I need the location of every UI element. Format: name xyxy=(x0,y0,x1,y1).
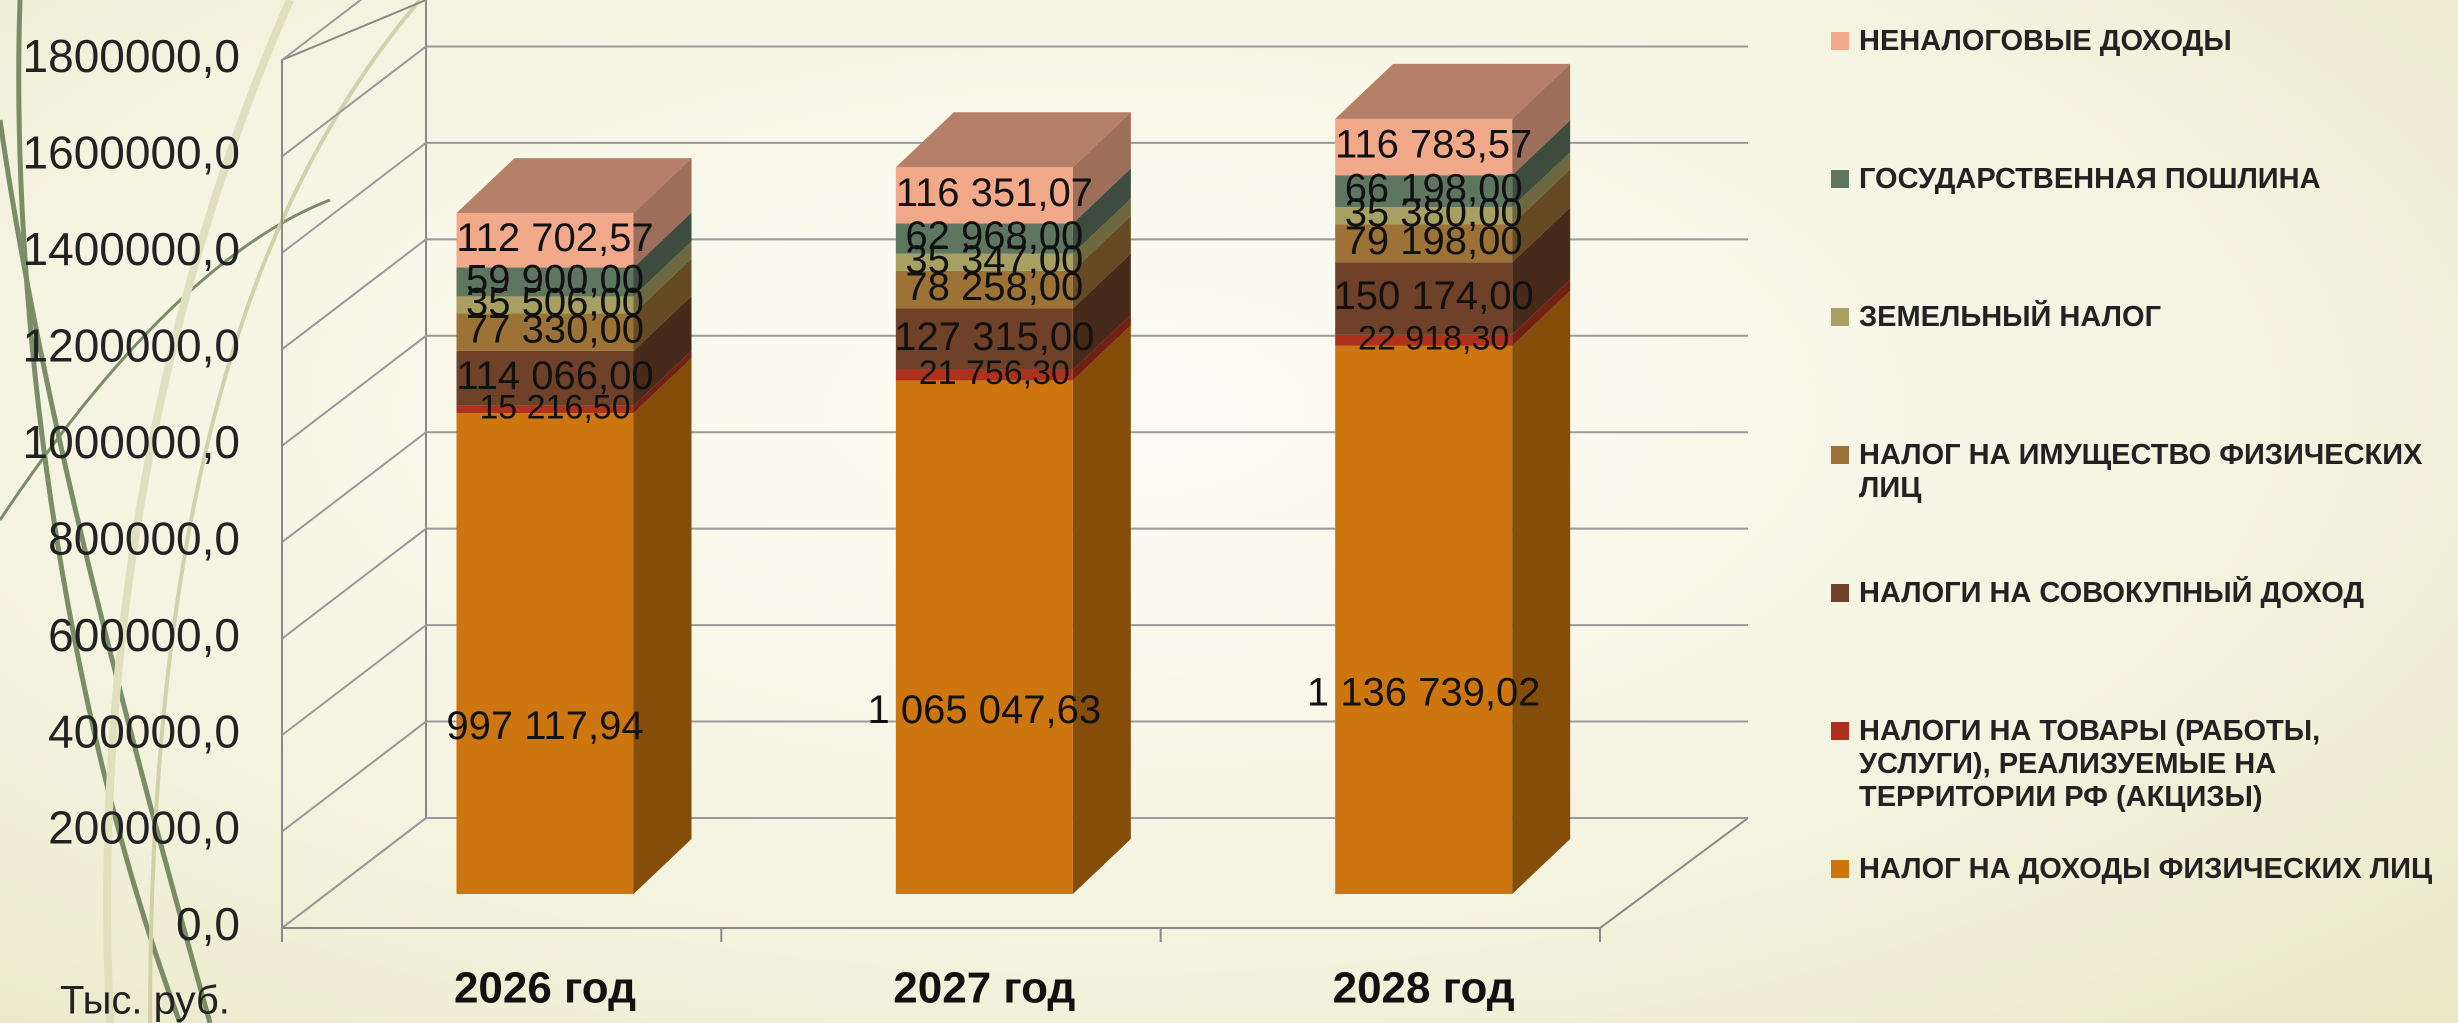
legend-item: ГОСУДАРСТВЕННАЯ ПОШЛИНА xyxy=(1831,163,2451,196)
y-tick-label: 0,0 xyxy=(176,898,240,950)
value-label: 1 136 739,02 xyxy=(1307,670,1541,714)
value-label: 22 918,30 xyxy=(1358,319,1509,357)
legend-item: НАЛОГ НА ДОХОДЫ ФИЗИЧЕСКИХ ЛИЦ xyxy=(1831,853,2451,886)
legend-swatch xyxy=(1831,446,1849,464)
legend-item: ЗЕМЕЛЬНЫЙ НАЛОГ xyxy=(1831,301,2451,334)
y-tick-label: 200000,0 xyxy=(48,802,240,854)
x-tick-label: 2026 год xyxy=(454,964,636,1013)
grid-line xyxy=(282,0,1748,60)
value-label: 114 066,00 xyxy=(456,354,653,398)
legend-item: НЕНАЛОГОВЫЕ ДОХОДЫ xyxy=(1831,25,2451,58)
legend-item: НАЛОГИ НА СОВОКУПНЫЙ ДОХОД xyxy=(1831,577,2451,610)
value-label: 62 968,00 xyxy=(905,214,1083,258)
legend-label: ЗЕМЕЛЬНЫЙ НАЛОГ xyxy=(1859,301,2161,334)
value-label: 150 174,00 xyxy=(1334,274,1534,318)
legend-swatch xyxy=(1831,170,1849,188)
legend-item: НАЛОГИ НА ТОВАРЫ (РАБОТЫ, УСЛУГИ), РЕАЛИ… xyxy=(1831,715,2451,814)
y-tick-label: 800000,0 xyxy=(48,512,240,564)
y-tick-label: 1600000,0 xyxy=(23,127,240,179)
legend-label: НЕНАЛОГОВЫЕ ДОХОДЫ xyxy=(1859,25,2232,58)
x-tick-label: 2027 год xyxy=(893,964,1075,1013)
value-label: 59 900,00 xyxy=(466,258,644,302)
value-label: 127 315,00 xyxy=(894,315,1094,359)
y-tick-label: 1000000,0 xyxy=(23,416,240,468)
x-tick-label: 2028 год xyxy=(1333,964,1515,1013)
legend-swatch xyxy=(1831,584,1849,602)
y-tick-label: 1400000,0 xyxy=(23,223,240,275)
legend-swatch xyxy=(1831,32,1849,50)
bar-segment xyxy=(1335,346,1512,894)
bar-segment xyxy=(457,413,634,894)
legend-label: НАЛОГИ НА СОВОКУПНЫЙ ДОХОД xyxy=(1859,577,2364,610)
slide: Тыс. руб. 0,0 200000,0 400000,0 600000,0 800… xyxy=(0,0,2458,1023)
y-tick-label: 1800000,0 xyxy=(23,30,240,82)
bar-segment xyxy=(896,380,1073,894)
value-label: 112 702,57 xyxy=(456,216,653,260)
bar-side xyxy=(634,358,692,894)
y-axis-title: Тыс. руб. xyxy=(60,979,230,1023)
legend-swatch xyxy=(1831,722,1849,740)
value-label: 997 117,94 xyxy=(446,704,643,748)
value-label: 21 756,30 xyxy=(919,354,1070,392)
legend-swatch xyxy=(1831,860,1849,878)
y-tick-label: 1200000,0 xyxy=(23,319,240,371)
legend-item: НАЛОГ НА ИМУЩЕСТВО ФИЗИЧЕСКИХ ЛИЦ xyxy=(1831,439,2451,505)
legend-label: НАЛОГ НА ИМУЩЕСТВО ФИЗИЧЕСКИХ ЛИЦ xyxy=(1859,439,2451,505)
legend-swatch xyxy=(1831,308,1849,326)
legend-label: ГОСУДАРСТВЕННАЯ ПОШЛИНА xyxy=(1859,163,2321,196)
bar-side xyxy=(1512,291,1570,894)
y-tick-label: 400000,0 xyxy=(48,705,240,757)
legend-label: НАЛОГИ НА ТОВАРЫ (РАБОТЫ, УСЛУГИ), РЕАЛИ… xyxy=(1859,715,2451,814)
y-tick-label: 600000,0 xyxy=(48,609,240,661)
value-label: 116 783,57 xyxy=(1335,123,1532,167)
value-label: 1 065 047,63 xyxy=(868,688,1102,732)
legend-label: НАЛОГ НА ДОХОДЫ ФИЗИЧЕСКИХ ЛИЦ xyxy=(1859,853,2432,886)
bar-side xyxy=(1073,325,1131,894)
value-label: 116 351,07 xyxy=(896,171,1093,215)
value-label: 66 198,00 xyxy=(1345,167,1523,211)
